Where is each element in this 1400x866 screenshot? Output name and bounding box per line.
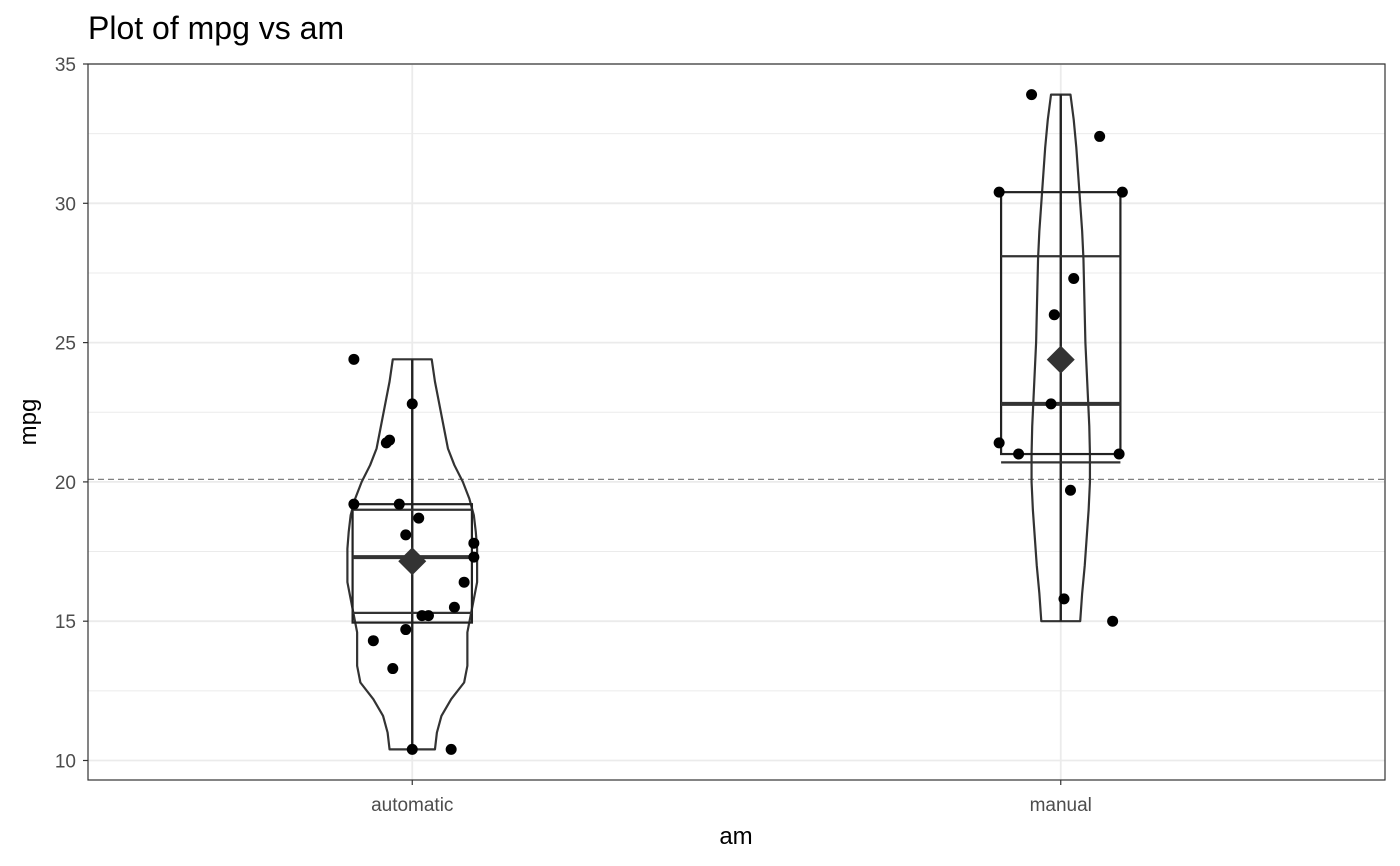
mean-marker (398, 547, 427, 576)
data-point (393, 498, 405, 510)
data-point (387, 663, 399, 675)
data-point (367, 635, 379, 647)
group-manual (993, 89, 1128, 627)
data-point (1045, 398, 1057, 410)
data-point (1113, 448, 1125, 460)
data-point (422, 610, 434, 622)
violin (346, 358, 479, 751)
data-point (400, 624, 412, 636)
data-point (448, 601, 460, 613)
data-point (384, 434, 396, 446)
x-axis: automatic manual (371, 780, 1092, 816)
data-point (1094, 130, 1106, 142)
data-point (993, 186, 1005, 198)
data-point (413, 512, 425, 524)
data-point (406, 398, 418, 410)
chart-title: Plot of mpg vs am (88, 10, 344, 46)
box (999, 191, 1122, 456)
data-point (1068, 273, 1080, 285)
y-axis: 10 15 20 25 30 35 (55, 55, 88, 772)
data-point (400, 529, 412, 541)
data-point (468, 537, 480, 549)
data-point (1058, 593, 1070, 605)
mean-marker (1046, 345, 1075, 374)
data-point (445, 743, 457, 755)
data-point (1048, 309, 1060, 321)
group-automatic (346, 353, 480, 755)
data-point (458, 576, 470, 588)
data-point (1116, 186, 1128, 198)
data-point (1064, 484, 1076, 496)
plot-area (88, 89, 1385, 755)
x-axis-title: am (719, 823, 752, 850)
y-tick-label: 10 (55, 751, 76, 772)
y-tick-label: 15 (55, 612, 76, 633)
x-tick-label: manual (1030, 795, 1092, 816)
y-tick-label: 25 (55, 334, 76, 355)
y-axis-title: mpg (15, 399, 42, 446)
data-point (1026, 89, 1038, 101)
y-tick-label: 30 (55, 194, 76, 215)
data-point (993, 437, 1005, 449)
y-tick-label: 35 (55, 55, 76, 76)
data-point (348, 353, 360, 365)
panel-border (87, 63, 1386, 781)
x-tick-label: automatic (371, 795, 453, 816)
data-point (348, 498, 360, 510)
data-point (1107, 615, 1119, 627)
data-point (1013, 448, 1025, 460)
data-point (468, 551, 480, 563)
box (351, 503, 474, 624)
y-tick-label: 20 (55, 473, 76, 494)
data-point (406, 743, 418, 755)
